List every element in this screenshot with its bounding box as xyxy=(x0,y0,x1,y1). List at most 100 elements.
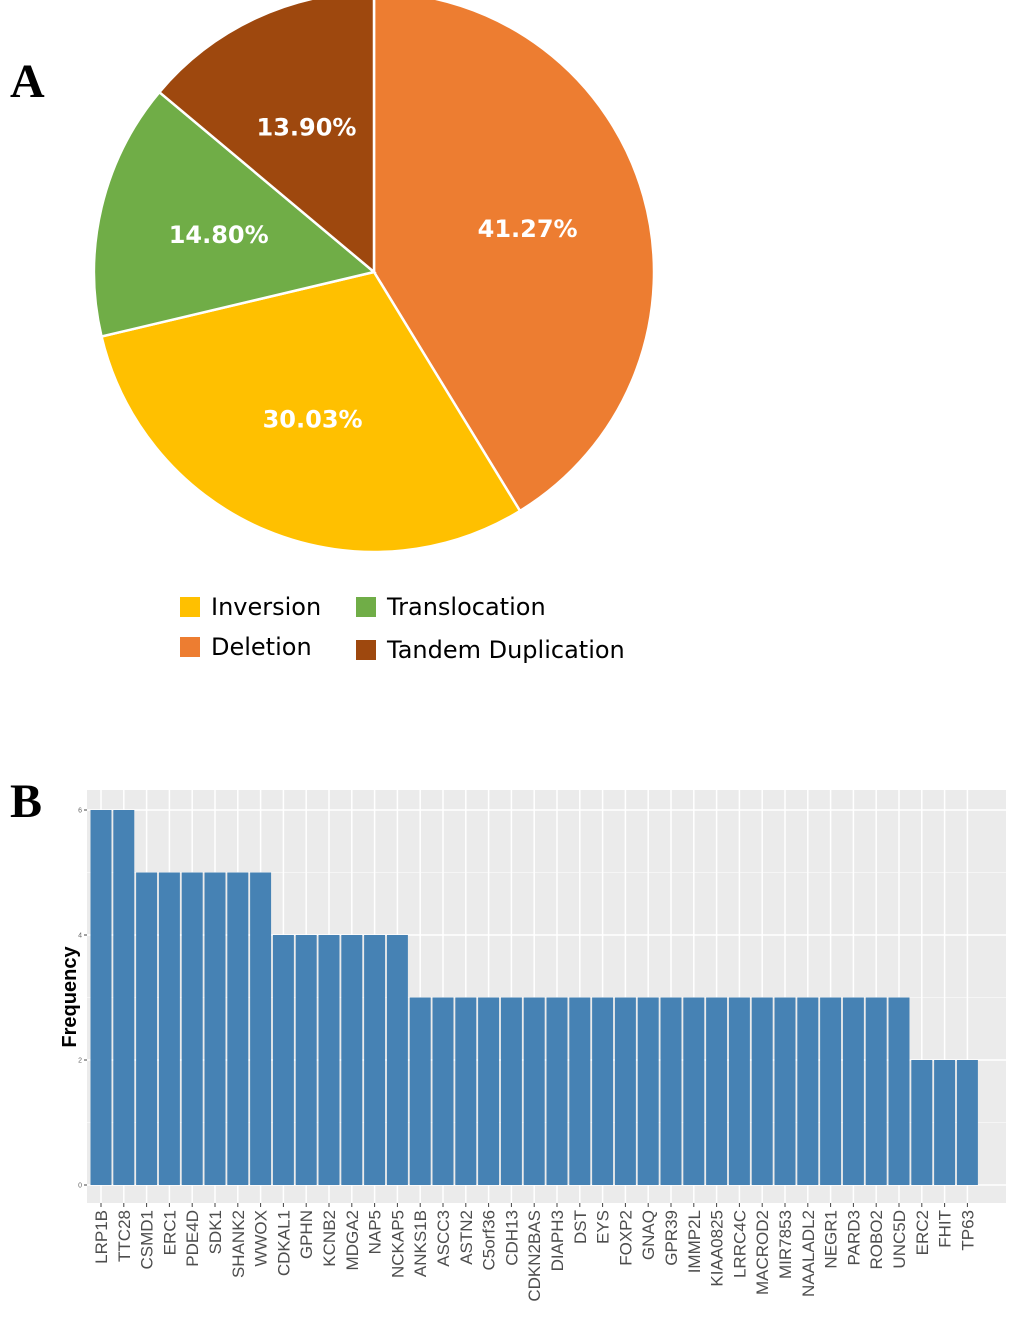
x-tick-label-macrod2: MACROD2 xyxy=(753,1210,772,1295)
x-tick-label-anks1b: ANKS1B xyxy=(411,1210,430,1277)
panel-b-letter: B xyxy=(10,775,42,828)
bar-gnaq xyxy=(637,997,659,1185)
x-tick-label-lrp1b: LRP1B xyxy=(92,1210,111,1264)
bar-pde4d xyxy=(181,872,203,1185)
legend-swatch-inversion xyxy=(180,597,200,617)
x-tick-label-pde4d: PDE4D xyxy=(183,1210,202,1267)
x-tick-label-unc5d: UNC5D xyxy=(890,1210,909,1269)
bar-wwox xyxy=(250,872,272,1185)
bar-astn2 xyxy=(455,997,477,1185)
bar-eys xyxy=(592,997,614,1185)
y-tick-label: 6 xyxy=(78,808,82,815)
pie-label-tandem-duplication: 13.90% xyxy=(257,113,357,141)
bar-unc5d xyxy=(888,997,910,1185)
x-tick-label-robo2: ROBO2 xyxy=(867,1210,886,1270)
x-tick-label-nckap5: NCKAP5 xyxy=(388,1210,407,1278)
x-tick-label-erc2: ERC2 xyxy=(913,1210,932,1255)
panel-a-letter: A xyxy=(10,55,45,108)
pie-legend: Inversion Translocation Deletion Tandem Dup… xyxy=(180,593,625,664)
x-tick-label-nap5: NAP5 xyxy=(366,1210,385,1254)
bar-negr1 xyxy=(820,997,842,1185)
bar-lrp1b xyxy=(90,810,112,1185)
y-tick-label: 0 xyxy=(78,1183,82,1190)
x-tick-label-erc1: ERC1 xyxy=(160,1210,179,1255)
bar-tp63 xyxy=(956,1060,978,1185)
pie-slice-translocation xyxy=(92,90,377,339)
bar-sdk1 xyxy=(204,872,226,1185)
y-tick-label: 4 xyxy=(78,933,82,940)
x-tick-label-cdkal1: CDKAL1 xyxy=(274,1210,293,1276)
bar-naaladl2 xyxy=(797,997,819,1185)
bar-erc2 xyxy=(911,1060,933,1185)
x-tick-label-shank2: SHANK2 xyxy=(229,1210,248,1278)
x-tick-label-kcnb2: KCNB2 xyxy=(320,1210,339,1267)
x-tick-label-tp63: TP63 xyxy=(958,1210,977,1251)
bar-mdga2 xyxy=(341,935,363,1185)
bar-nckap5 xyxy=(386,935,408,1185)
pie-chart: 41.27% 30.03% 14.80% 13.90% xyxy=(92,0,656,554)
bar-anks1b xyxy=(409,997,431,1185)
x-tick-label-naaladl2: NAALADL2 xyxy=(799,1210,818,1297)
x-tick-label-dst: DST xyxy=(571,1210,590,1244)
bar-lrrc4c xyxy=(728,997,750,1185)
x-tick-label-lrrc4c: LRRC4C xyxy=(730,1210,749,1278)
pie-label-deletion: 41.27% xyxy=(478,215,578,243)
x-tick-label-pard3: PARD3 xyxy=(844,1210,863,1265)
legend-label-tandem-duplication: Tandem Duplication xyxy=(386,636,625,664)
bar-diaph3 xyxy=(546,997,568,1185)
x-tick-label-cdh13: CDH13 xyxy=(502,1210,521,1266)
x-tick-label-astn2: ASTN2 xyxy=(457,1210,476,1265)
bar-pard3 xyxy=(842,997,864,1185)
x-tick-label-mir7853: MIR7853 xyxy=(776,1210,795,1279)
pie-slice-tandem-duplication xyxy=(157,0,376,275)
x-tick-label-csmd1: CSMD1 xyxy=(138,1210,157,1270)
bar-gpr39 xyxy=(660,997,682,1185)
bar-macrod2 xyxy=(751,997,773,1185)
x-tick-label-ascc3: ASCC3 xyxy=(434,1210,453,1267)
pie-slice-inversion xyxy=(100,270,522,554)
y-tick-label: 2 xyxy=(78,1058,82,1065)
bar-shank2 xyxy=(227,872,249,1185)
bar-mir7853 xyxy=(774,997,796,1185)
x-tick-label-wwox: WWOX xyxy=(252,1210,271,1267)
x-tick-label-fhit: FHIT xyxy=(936,1210,955,1248)
x-tick-label-negr1: NEGR1 xyxy=(822,1210,841,1269)
bar-ascc3 xyxy=(432,997,454,1185)
bar-immp2l xyxy=(683,997,705,1185)
bar-chart: 0 2 4 6 LRP1B TTC28 CSMD1 ERC1 PDE4D SDK1 SHANK2 WW… xyxy=(59,790,1006,1302)
bar-ttc28 xyxy=(113,810,135,1185)
bar-cdh13 xyxy=(500,997,522,1185)
x-tick-label-kiaa0825: KIAA0825 xyxy=(708,1210,727,1287)
x-tick-label-eys: EYS xyxy=(594,1210,613,1244)
x-tick-label-gphn: GPHN xyxy=(297,1210,316,1259)
legend-label-deletion: Deletion xyxy=(211,633,312,661)
x-tick-label-mdga2: MDGA2 xyxy=(343,1210,362,1270)
bar-erc1 xyxy=(158,872,180,1185)
legend-label-translocation: Translocation xyxy=(386,593,546,621)
legend-swatch-deletion xyxy=(180,637,200,657)
x-tick-label-cdkn2bas: CDKN2BAS xyxy=(525,1210,544,1302)
pie-label-translocation: 14.80% xyxy=(169,221,269,249)
x-tick-label-sdk1: SDK1 xyxy=(206,1210,225,1254)
x-tick-label-ttc28: TTC28 xyxy=(115,1210,134,1262)
bar-gphn xyxy=(295,935,317,1185)
bar-foxp2 xyxy=(614,997,636,1185)
y-axis-label: Frequency xyxy=(59,946,81,1048)
bar-kcnb2 xyxy=(318,935,340,1185)
bar-c5orf36 xyxy=(478,997,500,1185)
bar-cdkal1 xyxy=(272,935,294,1185)
bar-nap5 xyxy=(364,935,386,1185)
bar-dst xyxy=(569,997,591,1185)
legend-label-inversion: Inversion xyxy=(211,593,321,621)
legend-swatch-translocation xyxy=(356,597,376,617)
x-tick-label-immp2l: IMMP2L xyxy=(685,1210,704,1273)
x-tick-label-gpr39: GPR39 xyxy=(662,1210,681,1266)
bar-robo2 xyxy=(865,997,887,1185)
bar-kiaa0825 xyxy=(706,997,728,1185)
x-tick-label-foxp2: FOXP2 xyxy=(616,1210,635,1266)
x-tick-label-diaph3: DIAPH3 xyxy=(548,1210,567,1271)
bar-fhit xyxy=(934,1060,956,1185)
bar-csmd1 xyxy=(136,872,158,1185)
x-tick-label-gnaq: GNAQ xyxy=(639,1210,658,1260)
